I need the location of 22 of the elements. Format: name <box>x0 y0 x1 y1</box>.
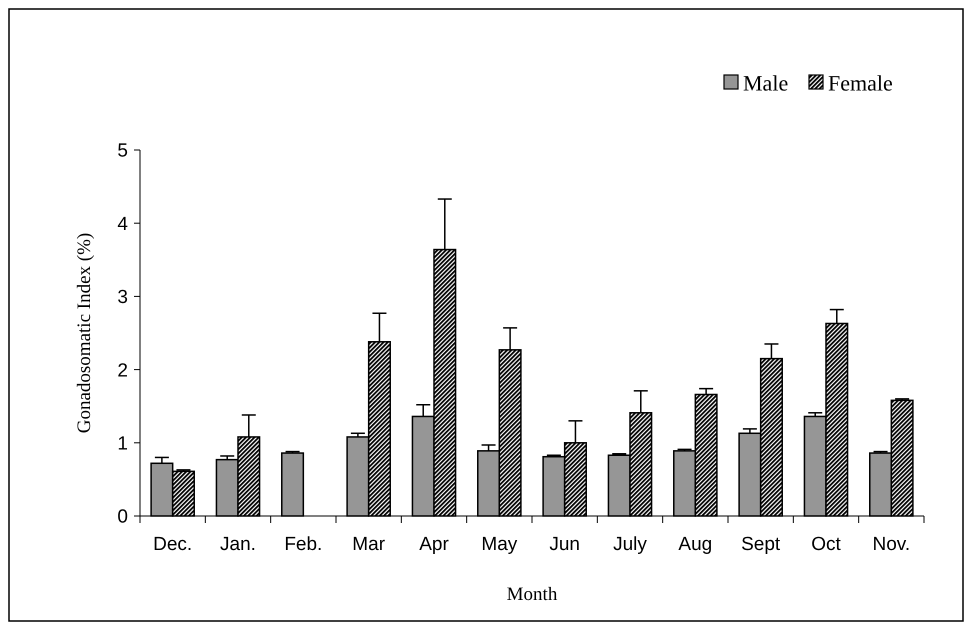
y-tick-label: 1 <box>117 433 128 454</box>
y-tick-label: 3 <box>117 287 128 308</box>
x-axis-title: Month <box>506 584 558 605</box>
x-tick-label: Nov. <box>872 534 910 555</box>
x-tick-label: Jan. <box>220 534 256 555</box>
x-tick-label: Mar <box>352 534 386 555</box>
x-tick-label: Apr <box>419 534 450 555</box>
x-tick-label: May <box>481 534 518 555</box>
y-tick-label: 4 <box>117 214 128 235</box>
x-tick-label: Oct <box>811 534 842 555</box>
y-tick-label: 5 <box>117 140 128 162</box>
x-tick-label: Jun <box>549 534 580 555</box>
legend-label: Female <box>828 70 893 96</box>
legend-label: Male <box>743 70 788 96</box>
x-tick-label: Dec. <box>153 534 192 555</box>
x-tick-label: Aug <box>678 534 712 555</box>
y-tick-label: 2 <box>117 360 128 382</box>
x-tick-label: Sept <box>741 534 781 555</box>
y-tick-label: 0 <box>117 506 128 528</box>
x-tick-label: Feb. <box>284 534 322 555</box>
y-axis-title: Gonadosomatic Index (%) <box>74 232 95 434</box>
x-tick-label: July <box>613 534 648 555</box>
